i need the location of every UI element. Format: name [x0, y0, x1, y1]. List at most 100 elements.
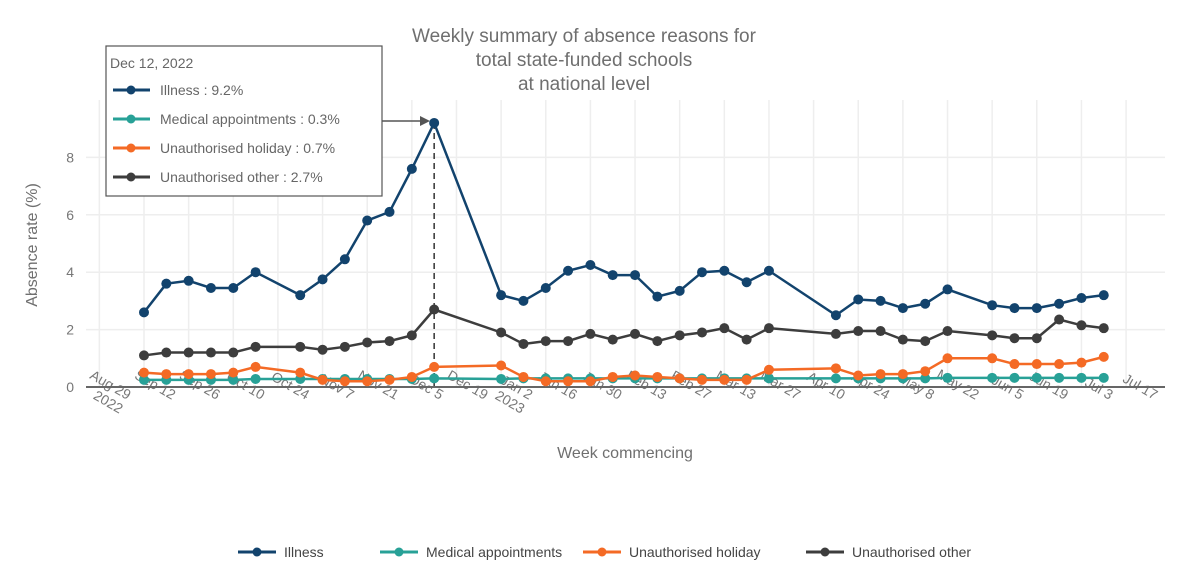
data-point[interactable] — [763, 373, 774, 384]
data-point[interactable] — [384, 206, 395, 217]
data-point[interactable] — [1031, 303, 1042, 314]
data-point[interactable] — [1031, 372, 1042, 383]
data-point[interactable] — [987, 353, 998, 364]
data-point[interactable] — [317, 274, 328, 285]
data-point[interactable] — [987, 300, 998, 311]
data-point[interactable] — [139, 350, 149, 361]
data-point[interactable] — [429, 373, 440, 384]
data-point[interactable] — [295, 367, 306, 378]
data-point[interactable] — [518, 295, 529, 306]
data-point[interactable] — [250, 373, 261, 384]
data-point[interactable] — [652, 291, 663, 302]
data-point[interactable] — [563, 265, 574, 276]
data-point[interactable] — [1054, 359, 1065, 370]
data-point[interactable] — [897, 369, 908, 380]
data-point[interactable] — [830, 310, 841, 321]
data-point[interactable] — [942, 284, 953, 295]
data-point[interactable] — [205, 347, 216, 358]
data-point[interactable] — [897, 334, 908, 345]
data-point[interactable] — [1098, 372, 1109, 383]
data-point[interactable] — [295, 341, 306, 352]
data-point[interactable] — [674, 285, 685, 296]
data-point[interactable] — [518, 371, 529, 382]
data-point[interactable] — [763, 364, 774, 375]
data-point[interactable] — [652, 371, 663, 382]
data-point[interactable] — [295, 290, 306, 301]
data-point[interactable] — [161, 347, 172, 358]
data-point[interactable] — [830, 328, 841, 339]
data-point[interactable] — [942, 353, 953, 364]
data-point[interactable] — [1054, 298, 1065, 309]
data-point[interactable] — [741, 374, 752, 385]
legend[interactable]: Illness Medical appointments Unauthorised … — [238, 544, 971, 560]
data-point[interactable] — [228, 282, 239, 293]
data-point[interactable] — [830, 373, 841, 384]
data-point[interactable] — [763, 323, 774, 334]
data-point[interactable] — [630, 370, 641, 381]
data-point[interactable] — [496, 290, 507, 301]
data-point[interactable] — [1076, 320, 1087, 331]
data-point[interactable] — [719, 265, 730, 276]
data-point[interactable] — [362, 376, 373, 387]
data-point[interactable] — [339, 376, 350, 387]
data-point[interactable] — [920, 373, 931, 384]
data-point[interactable] — [183, 275, 194, 286]
data-point[interactable] — [139, 374, 149, 385]
data-point[interactable] — [585, 376, 596, 387]
data-point[interactable] — [205, 369, 216, 380]
data-point[interactable] — [897, 303, 908, 314]
data-point[interactable] — [1009, 372, 1020, 383]
data-point[interactable] — [183, 369, 194, 380]
data-point[interactable] — [697, 374, 707, 385]
data-point[interactable] — [1009, 303, 1020, 314]
data-point[interactable] — [362, 215, 373, 226]
data-point[interactable] — [1009, 333, 1020, 344]
data-point[interactable] — [920, 298, 931, 309]
legend-item[interactable]: Medical appointments — [380, 544, 562, 560]
data-point[interactable] — [607, 334, 618, 345]
data-point[interactable] — [384, 374, 395, 385]
data-point[interactable] — [540, 376, 551, 387]
data-point[interactable] — [540, 336, 551, 347]
data-point[interactable] — [496, 373, 507, 384]
data-point[interactable] — [853, 294, 864, 305]
data-point[interactable] — [1076, 293, 1087, 304]
data-point[interactable] — [339, 254, 350, 265]
data-point[interactable] — [875, 369, 886, 380]
data-point[interactable] — [853, 370, 864, 381]
data-point[interactable] — [250, 361, 261, 372]
data-point[interactable] — [139, 307, 149, 318]
legend-item[interactable]: Unauthorised other — [806, 544, 971, 560]
legend-item[interactable]: Unauthorised holiday — [583, 544, 761, 560]
data-point[interactable] — [741, 277, 752, 288]
data-point[interactable] — [384, 336, 395, 347]
data-point[interactable] — [362, 337, 373, 348]
data-point[interactable] — [496, 360, 507, 371]
data-point[interactable] — [250, 341, 261, 352]
data-point[interactable] — [987, 372, 998, 383]
data-point[interactable] — [161, 369, 172, 380]
data-point[interactable] — [139, 367, 149, 378]
data-point[interactable] — [920, 366, 931, 377]
data-point[interactable] — [942, 372, 953, 383]
data-point[interactable] — [1054, 372, 1065, 383]
data-point[interactable] — [1031, 333, 1042, 344]
data-point[interactable] — [674, 330, 685, 341]
data-point[interactable] — [228, 374, 239, 385]
data-point[interactable] — [563, 336, 574, 347]
data-point[interactable] — [875, 295, 886, 306]
data-point[interactable] — [697, 267, 707, 278]
data-point[interactable] — [697, 327, 707, 338]
data-point[interactable] — [920, 336, 931, 347]
data-point[interactable] — [317, 374, 328, 385]
data-point[interactable] — [607, 270, 618, 281]
data-point[interactable] — [406, 163, 417, 174]
data-point[interactable] — [1054, 314, 1065, 325]
data-point[interactable] — [763, 265, 774, 276]
data-point[interactable] — [228, 367, 239, 378]
data-point[interactable] — [406, 330, 417, 341]
data-point[interactable] — [719, 323, 730, 334]
data-point[interactable] — [429, 117, 440, 128]
data-point[interactable] — [518, 338, 529, 349]
data-point[interactable] — [1076, 357, 1087, 368]
